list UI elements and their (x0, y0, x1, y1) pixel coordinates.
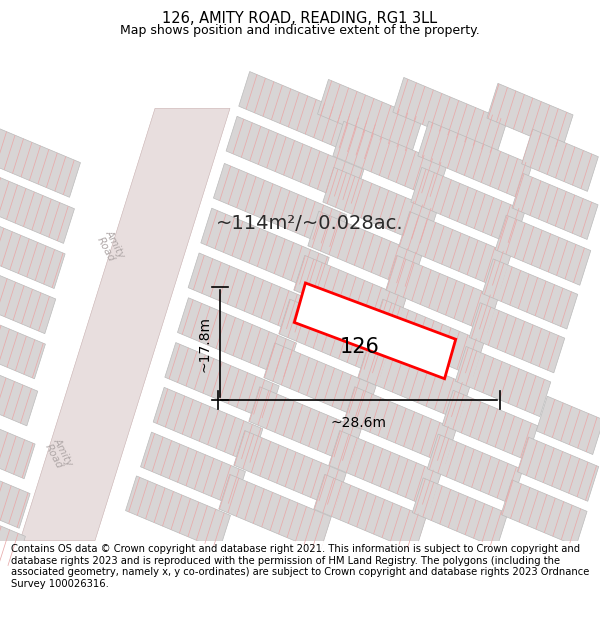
Polygon shape (165, 342, 279, 421)
Polygon shape (399, 211, 511, 289)
Polygon shape (188, 253, 312, 335)
Polygon shape (344, 387, 456, 464)
Polygon shape (0, 311, 46, 379)
Polygon shape (536, 396, 600, 454)
Polygon shape (214, 163, 347, 249)
Polygon shape (501, 480, 587, 546)
Polygon shape (249, 387, 361, 464)
Polygon shape (201, 208, 329, 292)
Text: Amity
Road: Amity Road (41, 436, 74, 472)
Polygon shape (482, 259, 578, 329)
Polygon shape (234, 431, 346, 508)
Text: Amity
Road: Amity Road (94, 228, 127, 265)
Polygon shape (0, 123, 80, 198)
Polygon shape (294, 256, 406, 332)
Polygon shape (279, 299, 391, 376)
Text: Contains OS data © Crown copyright and database right 2021. This information is : Contains OS data © Crown copyright and d… (11, 544, 589, 589)
Polygon shape (0, 456, 30, 528)
Polygon shape (295, 283, 455, 379)
Polygon shape (412, 478, 508, 548)
Text: Map shows position and indicative extent of the property.: Map shows position and indicative extent… (120, 24, 480, 37)
Polygon shape (264, 343, 376, 420)
Polygon shape (469, 302, 565, 373)
Text: 126: 126 (340, 337, 380, 357)
Polygon shape (386, 256, 498, 332)
Polygon shape (308, 211, 422, 289)
Polygon shape (0, 169, 74, 243)
Text: ~28.6m: ~28.6m (331, 416, 387, 430)
Text: ~114m²/~0.028ac.: ~114m²/~0.028ac. (216, 214, 404, 233)
Polygon shape (0, 264, 56, 334)
Polygon shape (427, 434, 523, 504)
Polygon shape (358, 343, 470, 420)
Polygon shape (393, 78, 507, 156)
Polygon shape (411, 168, 525, 246)
Text: ~17.8m: ~17.8m (198, 316, 212, 371)
Polygon shape (442, 390, 538, 461)
Polygon shape (0, 501, 25, 569)
Polygon shape (0, 216, 65, 289)
Polygon shape (333, 121, 447, 199)
Polygon shape (512, 173, 598, 239)
Polygon shape (239, 71, 381, 161)
Polygon shape (517, 437, 599, 501)
Polygon shape (372, 299, 484, 376)
Polygon shape (317, 79, 422, 154)
Polygon shape (314, 474, 426, 552)
Polygon shape (153, 388, 263, 463)
Polygon shape (495, 215, 591, 285)
Polygon shape (418, 121, 532, 199)
Polygon shape (0, 356, 38, 426)
Polygon shape (521, 129, 598, 191)
Polygon shape (487, 83, 573, 149)
Polygon shape (125, 476, 230, 550)
Polygon shape (0, 407, 35, 479)
Polygon shape (20, 108, 230, 541)
Polygon shape (329, 431, 441, 508)
Polygon shape (178, 298, 296, 378)
Polygon shape (455, 346, 551, 417)
Text: 126, AMITY ROAD, READING, RG1 3LL: 126, AMITY ROAD, READING, RG1 3LL (163, 11, 437, 26)
Polygon shape (226, 116, 364, 204)
Polygon shape (140, 432, 245, 506)
Polygon shape (219, 474, 331, 552)
Polygon shape (323, 168, 437, 246)
